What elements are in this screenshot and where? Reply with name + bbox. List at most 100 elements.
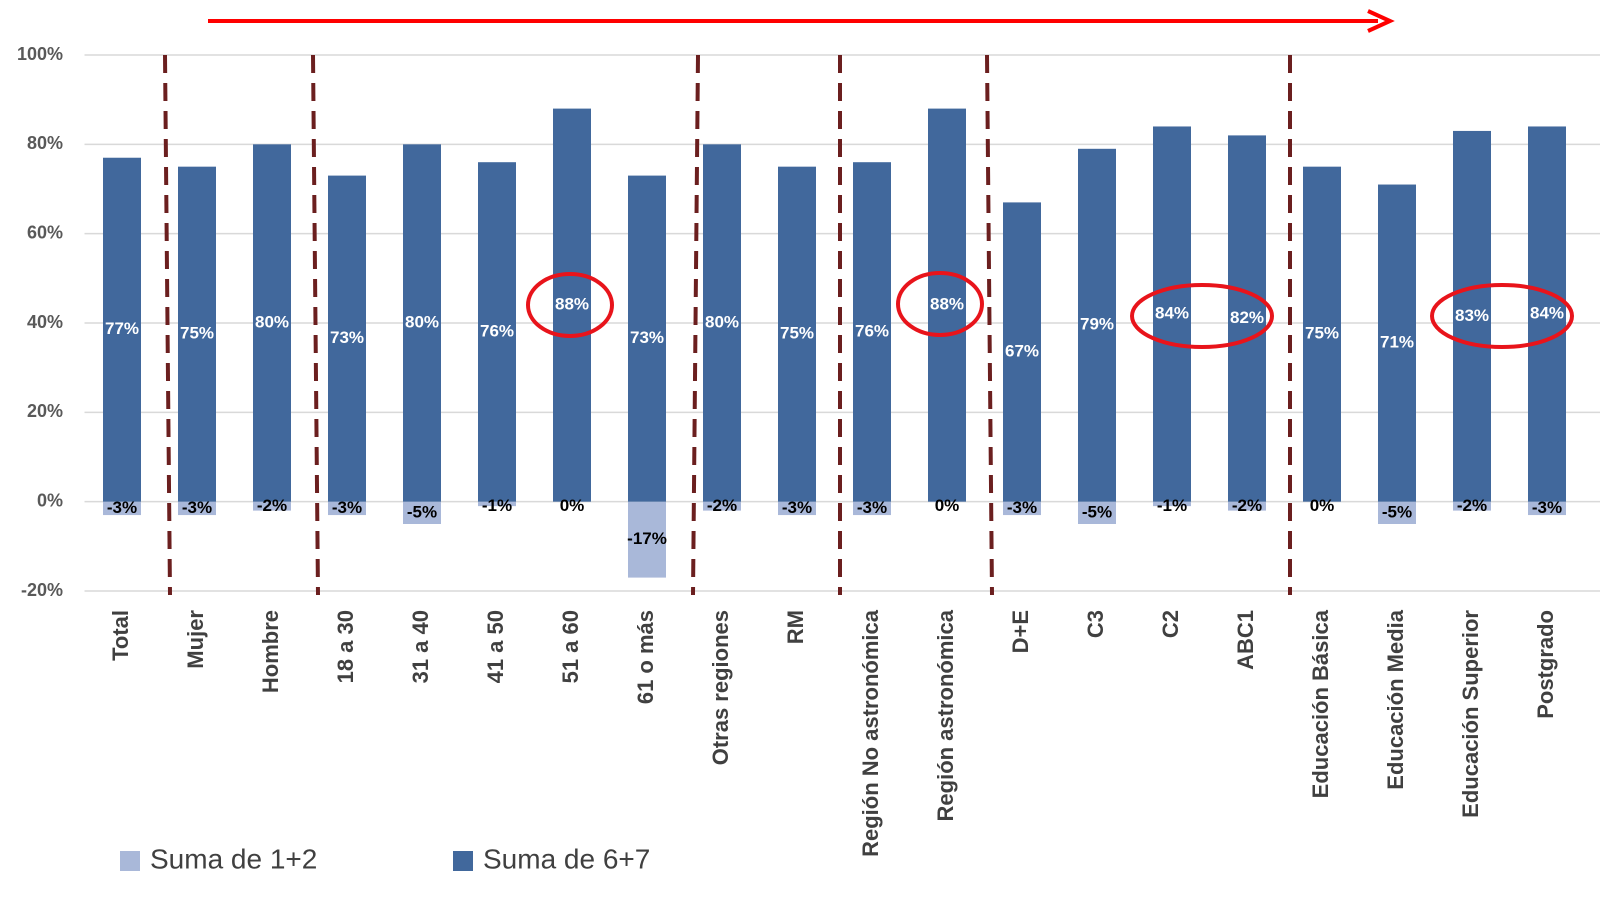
y-tick-label: 100% <box>17 44 63 64</box>
data-label: -5% <box>1082 502 1112 521</box>
bar <box>1378 184 1416 502</box>
data-label: 67% <box>1005 342 1039 361</box>
data-label: -5% <box>1382 502 1412 521</box>
data-label: -2% <box>1232 496 1262 515</box>
highlight <box>1430 283 1574 349</box>
x-tick-label: 61 o más <box>633 610 658 704</box>
y-tick-label: 60% <box>27 222 63 242</box>
data-label: 80% <box>255 312 289 331</box>
data-label: -2% <box>707 496 737 515</box>
bar <box>1228 135 1266 502</box>
bar <box>178 166 216 502</box>
arrow-head <box>1367 9 1395 33</box>
data-label: 88% <box>930 295 964 314</box>
bar <box>103 157 141 502</box>
annotations <box>208 9 1395 33</box>
data-label: -1% <box>482 496 512 515</box>
x-tick-label: Total <box>108 610 133 661</box>
data-label: 0% <box>935 496 960 515</box>
data-label: 73% <box>330 328 364 347</box>
bar <box>478 501 516 507</box>
data-label: -3% <box>857 498 887 517</box>
bar <box>1528 126 1566 502</box>
x-tick-label: Otras regiones <box>708 610 733 765</box>
x-tick-label: C3 <box>1083 610 1108 638</box>
dividers <box>163 54 1292 596</box>
x-tick-label: 18 a 30 <box>333 610 358 683</box>
bar <box>1153 126 1191 502</box>
bar <box>1453 501 1491 511</box>
bar <box>1303 166 1341 502</box>
data-label: -2% <box>257 496 287 515</box>
x-tick-label: 41 a 50 <box>483 610 508 683</box>
legend-label: Suma de 1+2 <box>150 843 317 874</box>
y-tick-label: -20% <box>21 580 63 600</box>
data-label: -5% <box>407 502 437 521</box>
data-label: 80% <box>705 312 739 331</box>
x-tick-label: Educación Media <box>1383 609 1408 789</box>
data-label: 77% <box>105 319 139 338</box>
bar <box>103 501 141 516</box>
bar <box>1453 130 1491 502</box>
data-label: 76% <box>855 321 889 340</box>
data-label: -3% <box>1007 498 1037 517</box>
divider <box>985 54 994 596</box>
bar <box>328 175 366 502</box>
bar <box>703 501 741 511</box>
legend-swatch <box>120 851 140 871</box>
data-label: 0% <box>1310 496 1335 515</box>
data-label: 82% <box>1230 308 1264 327</box>
y-tick-label: 0% <box>37 490 63 510</box>
x-tick-label: C2 <box>1158 610 1183 638</box>
x-tick-label: Educación Superior <box>1458 610 1483 818</box>
data-label: -3% <box>782 498 812 517</box>
legend-swatch <box>453 851 473 871</box>
data-label: 83% <box>1455 306 1489 325</box>
data-label: 79% <box>1080 315 1114 334</box>
y-tick-label: 80% <box>27 133 63 153</box>
bar <box>178 501 216 516</box>
data-label: 75% <box>1305 324 1339 343</box>
data-label: -1% <box>1157 496 1187 515</box>
data-label: 84% <box>1155 304 1189 323</box>
bar <box>1153 501 1191 507</box>
x-tick-label: Postgrado <box>1533 610 1558 719</box>
bar <box>853 501 891 516</box>
bar <box>553 108 591 502</box>
highlights <box>526 271 1574 349</box>
data-label: -3% <box>1532 498 1562 517</box>
data-label: 88% <box>555 295 589 314</box>
data-label: 71% <box>1380 333 1414 352</box>
bar <box>928 108 966 502</box>
x-tick-label: D+E <box>1008 610 1033 653</box>
data-label: -2% <box>1457 496 1487 515</box>
legend-label: Suma de 6+7 <box>483 843 650 874</box>
bar <box>853 162 891 502</box>
x-tick-label: ABC1 <box>1233 610 1258 670</box>
bar <box>1528 501 1566 516</box>
data-label: 75% <box>180 324 214 343</box>
bar <box>253 501 291 511</box>
x-tick-label: Hombre <box>258 610 283 693</box>
bar <box>1078 148 1116 502</box>
data-label: -3% <box>182 498 212 517</box>
highlight <box>526 272 614 338</box>
x-tick-label: RM <box>783 610 808 644</box>
bar <box>1003 202 1041 502</box>
bar <box>1378 501 1416 524</box>
data-label: -17% <box>627 529 667 548</box>
bar <box>703 144 741 502</box>
data-label: 0% <box>560 496 585 515</box>
divider <box>311 54 320 596</box>
highlight <box>1130 283 1274 349</box>
data-label: -3% <box>332 498 362 517</box>
bar <box>403 144 441 502</box>
bar <box>403 501 441 524</box>
data-label: 76% <box>480 321 514 340</box>
bar <box>778 166 816 502</box>
bar <box>328 501 366 516</box>
bar <box>1003 501 1041 516</box>
x-tick-label: Región No astronómica <box>858 609 883 857</box>
divider <box>691 54 700 596</box>
